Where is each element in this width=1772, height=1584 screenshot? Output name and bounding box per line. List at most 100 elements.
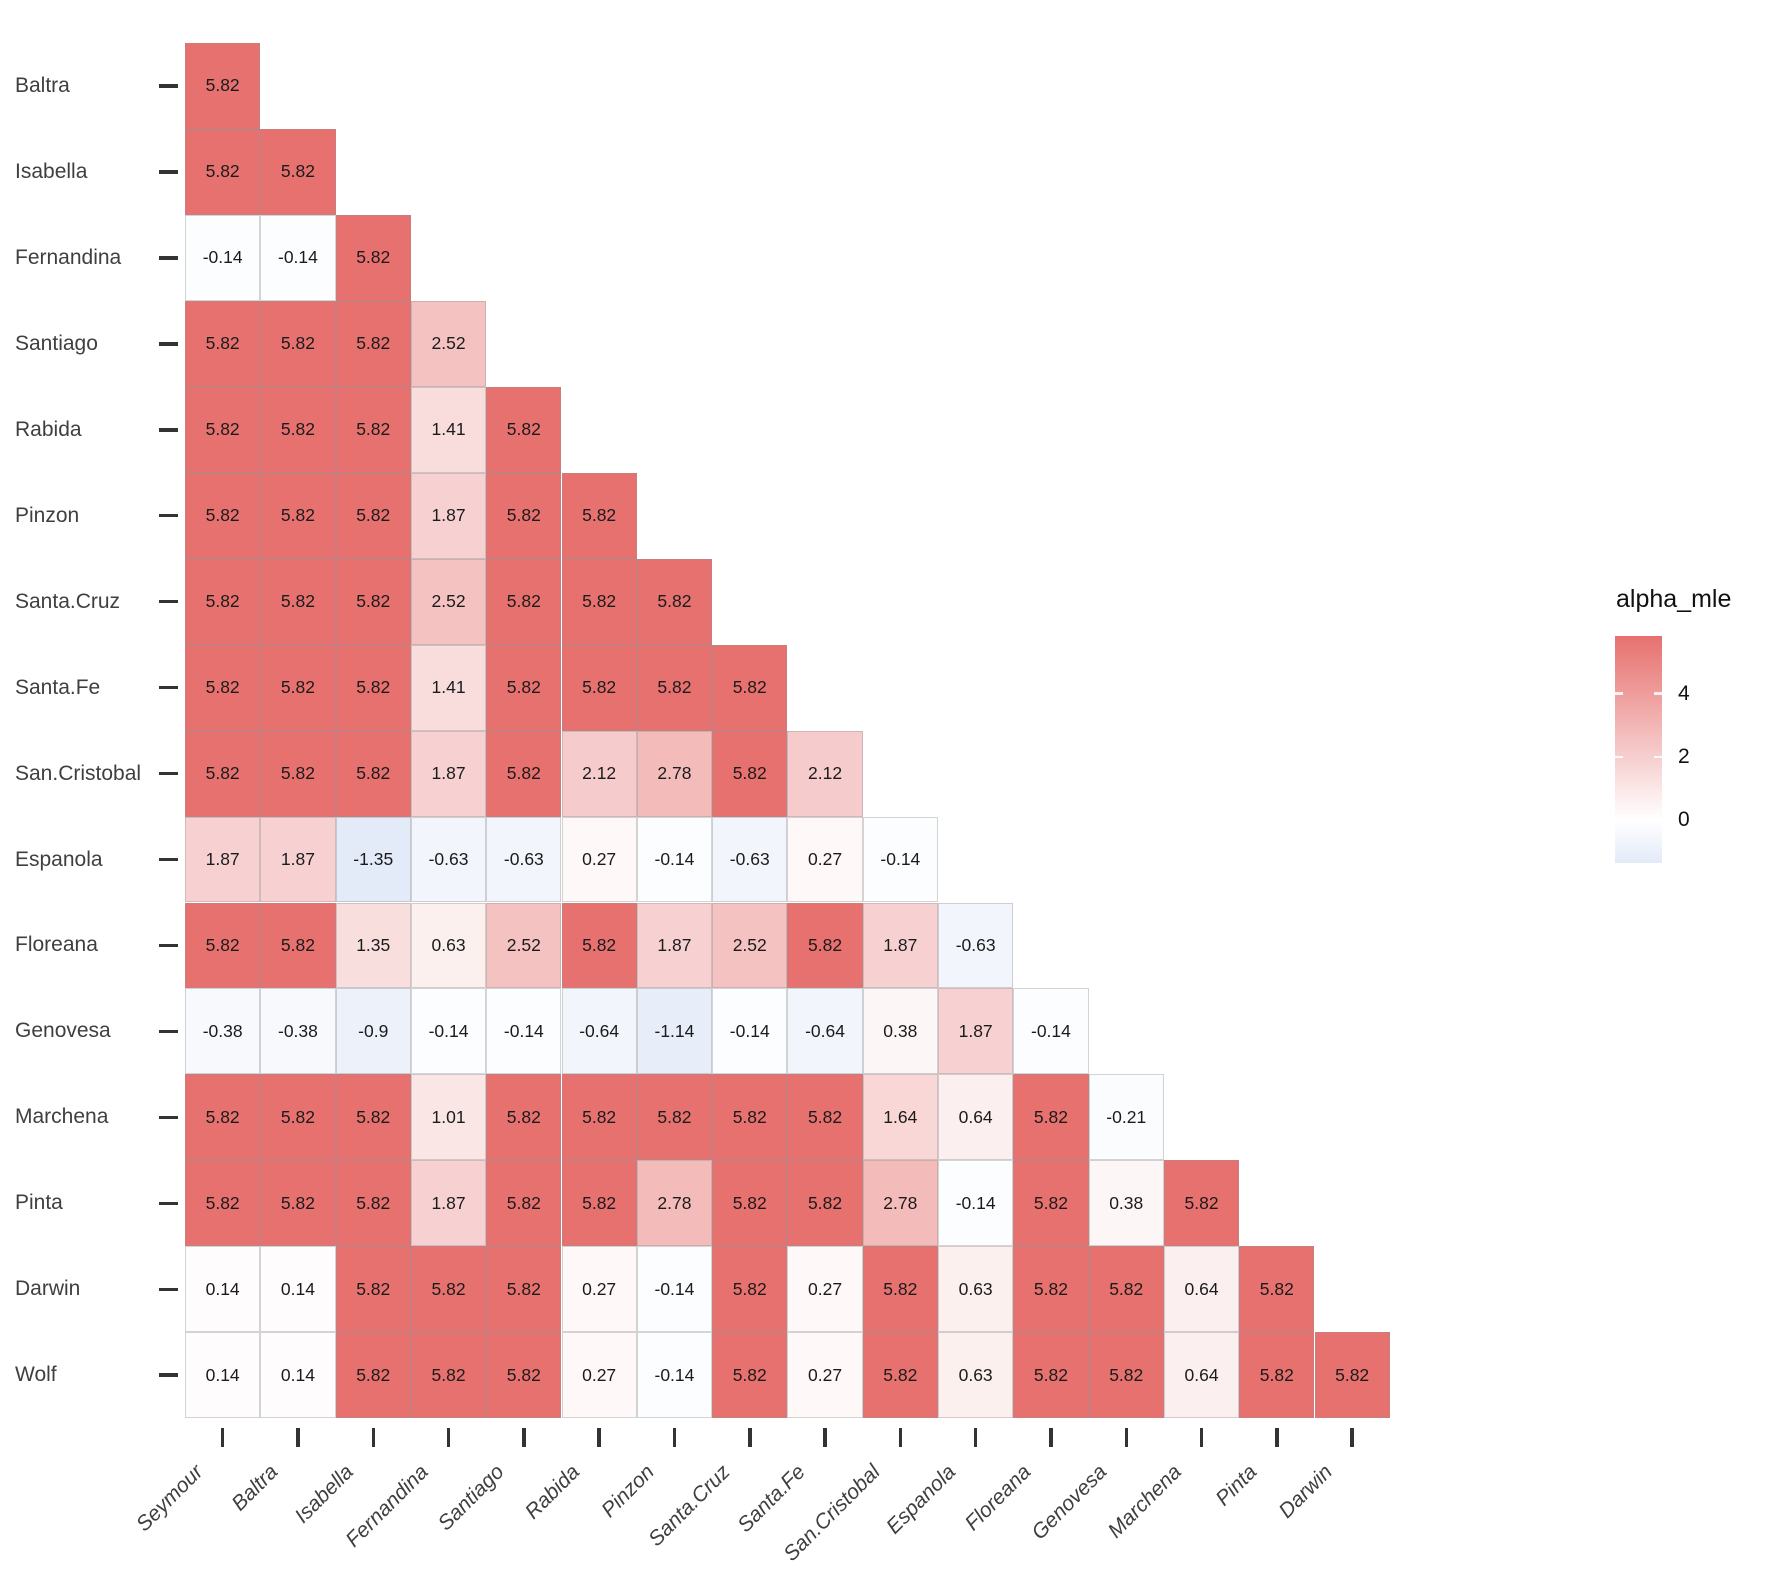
heatmap-cell: 2.78 (862, 1160, 938, 1247)
heatmap-cell: 5.82 (335, 472, 411, 559)
x-axis-tick (973, 1428, 978, 1447)
heatmap-cell: 0.14 (185, 1332, 261, 1419)
x-axis-tick (296, 1428, 300, 1447)
heatmap-cell: 0.38 (1088, 1160, 1164, 1247)
x-axis-tick (446, 1428, 451, 1447)
heatmap-cell: 5.82 (185, 644, 261, 731)
heatmap-cell: 2.12 (787, 730, 863, 817)
y-axis-label-genovesa: Genovesa (15, 1019, 111, 1043)
y-axis-label-pinzon: Pinzon (15, 503, 80, 527)
heatmap-cell: 5.82 (185, 128, 261, 215)
y-axis-label-san-cristobal: San.Cristobal (15, 761, 142, 785)
x-axis-label-santiago: Santiago (433, 1460, 509, 1536)
heatmap-cell: 1.64 (862, 1074, 938, 1161)
heatmap-cell: 5.82 (185, 43, 261, 129)
heatmap-cell: 5.82 (787, 902, 863, 989)
y-axis-tick (159, 599, 178, 604)
legend-colorbar (1615, 636, 1662, 863)
y-axis-tick (159, 771, 178, 776)
heatmap-cell: 5.82 (1239, 1246, 1315, 1333)
heatmap-cell: 5.82 (1013, 1160, 1089, 1247)
heatmap-cell: -0.14 (636, 1332, 713, 1419)
heatmap-cell: -0.14 (185, 214, 261, 301)
heatmap-cell: 5.82 (1163, 1160, 1240, 1247)
heatmap-cell: 5.82 (636, 644, 713, 731)
heatmap-cell: 5.82 (335, 300, 411, 387)
heatmap-cell: 5.82 (260, 902, 336, 989)
x-axis-tick (748, 1428, 752, 1447)
heatmap-cell: 5.82 (185, 730, 261, 817)
y-axis-tick (159, 342, 178, 346)
heatmap-cell: 1.87 (185, 816, 261, 903)
heatmap-cell: 5.82 (185, 1074, 261, 1161)
y-axis-tick (159, 685, 178, 690)
y-axis-label-baltra: Baltra (15, 73, 70, 97)
heatmap-cell: 5.82 (712, 730, 788, 817)
heatmap-cell: 5.82 (1013, 1246, 1089, 1333)
heatmap-cell: 2.78 (636, 730, 713, 817)
heatmap-cell: 0.27 (561, 1332, 637, 1419)
heatmap-cell: 5.82 (486, 644, 562, 731)
heatmap-cell: 5.82 (561, 1160, 637, 1247)
x-axis-label-marchena: Marchena (1103, 1460, 1187, 1543)
x-axis-label-pinta: Pinta (1211, 1460, 1262, 1511)
legend-tick-notch (1615, 819, 1623, 822)
y-axis-label-marchena: Marchena (15, 1105, 109, 1129)
y-axis-tick (159, 256, 178, 260)
heatmap-cell: -0.64 (561, 988, 637, 1075)
heatmap-cell: -0.14 (636, 1246, 713, 1333)
legend-tick-notch (1615, 755, 1623, 759)
y-axis-tick (159, 1373, 178, 1377)
heatmap-cell: -0.9 (335, 988, 411, 1075)
heatmap-cell: -0.14 (410, 988, 487, 1075)
heatmap-cell: -0.14 (1013, 988, 1089, 1075)
heatmap-cell: -0.21 (1088, 1074, 1164, 1161)
heatmap-cell: 5.82 (561, 902, 637, 989)
heatmap-cell: 0.14 (185, 1246, 261, 1333)
y-axis-tick (159, 170, 178, 174)
heatmap-cell: 2.78 (636, 1160, 713, 1247)
heatmap-cell: 2.52 (486, 902, 562, 989)
heatmap-cell: 5.82 (260, 1160, 336, 1247)
heatmap-cell: 5.82 (561, 1074, 637, 1161)
x-axis-tick (597, 1428, 601, 1447)
heatmap-cell: 5.82 (1013, 1332, 1089, 1419)
heatmap-cell: -0.14 (636, 816, 713, 903)
x-axis-label-darwin: Darwin (1274, 1460, 1337, 1523)
heatmap-cell: 5.82 (486, 1332, 562, 1419)
heatmap-cell: 0.27 (787, 1332, 863, 1419)
heatmap-cell: 1.87 (410, 730, 487, 817)
heatmap-cell: 5.82 (260, 1074, 336, 1161)
x-axis-tick (1199, 1428, 1204, 1447)
x-axis-label-seymour: Seymour (131, 1460, 208, 1537)
y-axis-tick (159, 1115, 178, 1120)
heatmap-cell: 5.82 (486, 472, 562, 559)
heatmap-cell: 5.82 (335, 644, 411, 731)
x-axis-tick (823, 1428, 827, 1447)
y-axis-tick (159, 943, 178, 948)
heatmap-cell: -0.38 (185, 988, 261, 1075)
heatmap-cell: 0.27 (561, 1246, 637, 1333)
heatmap-cell: 1.87 (938, 988, 1014, 1075)
heatmap-cell: 5.82 (1314, 1332, 1390, 1419)
heatmap-cell: 0.14 (260, 1246, 336, 1333)
y-axis-tick (159, 513, 178, 518)
legend-title: alpha_mle (1616, 585, 1732, 613)
legend-tick-label: 0 (1678, 808, 1690, 832)
heatmap-cell: -0.63 (712, 816, 788, 903)
legend-tick-label: 4 (1678, 681, 1690, 705)
y-axis-label-pinta: Pinta (15, 1191, 63, 1215)
heatmap-cell: 5.82 (862, 1332, 938, 1419)
heatmap-cell: 5.82 (185, 386, 261, 473)
heatmap-cell: -0.63 (938, 902, 1014, 989)
heatmap-cell: -0.14 (260, 214, 336, 301)
y-axis-tick (159, 84, 178, 88)
heatmap-cell: 0.63 (410, 902, 487, 989)
heatmap-cell: 2.52 (712, 902, 788, 989)
legend-tick-notch (1615, 692, 1623, 695)
heatmap-cell: 5.82 (410, 1246, 487, 1333)
legend-tick-notch (1654, 692, 1662, 695)
x-axis-tick (371, 1428, 375, 1447)
heatmap-cell: 2.52 (410, 558, 487, 645)
